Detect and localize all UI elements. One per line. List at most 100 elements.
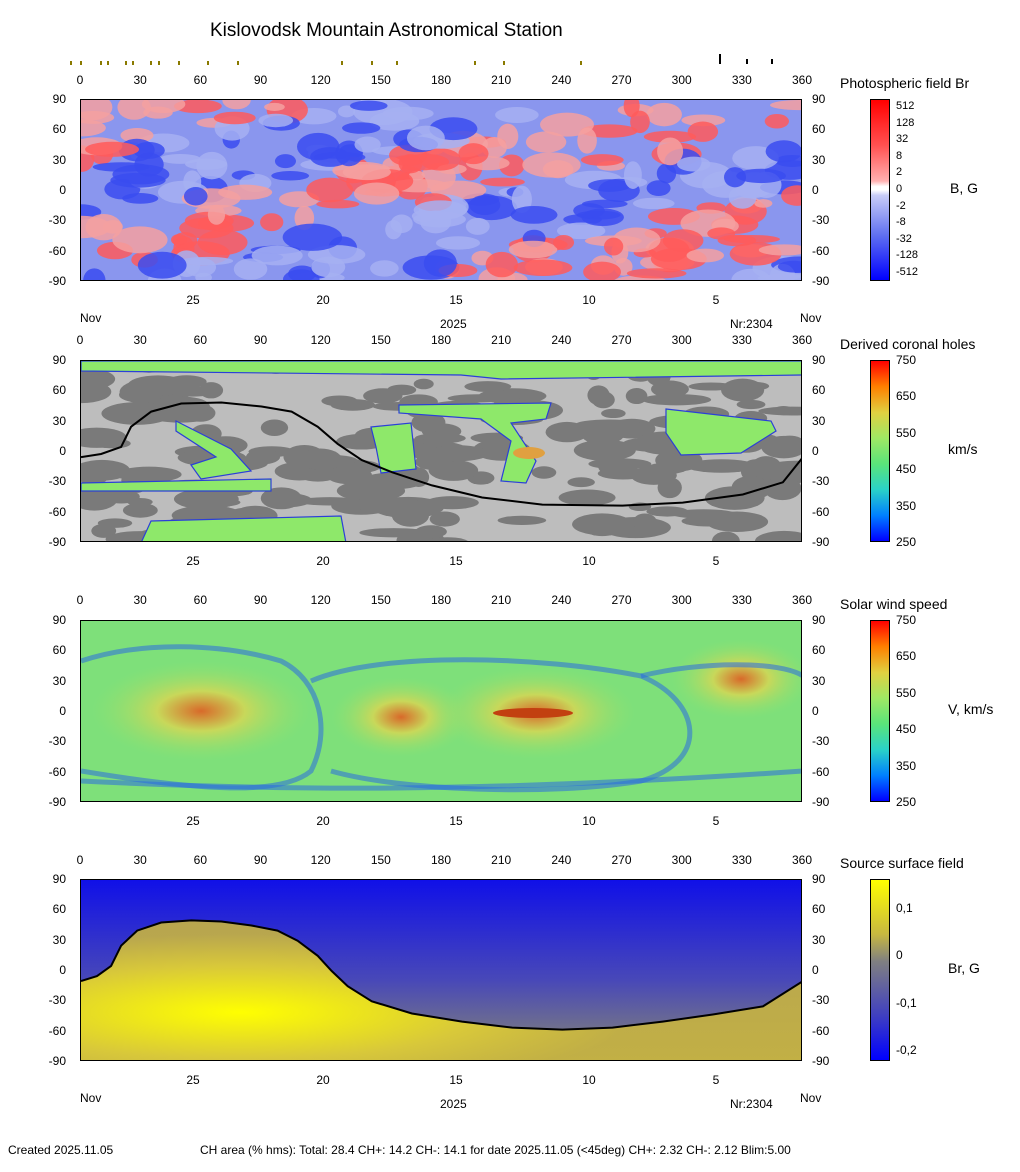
field-patch [173, 488, 239, 510]
latitude-tick-left: 0 [59, 963, 66, 977]
field-patch [497, 123, 519, 149]
field-patch [246, 449, 281, 465]
colorbar-tick-label: 0,1 [896, 901, 913, 916]
neutral-line [81, 401, 801, 507]
colorbar-tick-label: -128 [896, 249, 919, 262]
field-patch [770, 100, 801, 111]
field-patch [91, 523, 117, 538]
longitude-tick-label: 330 [731, 333, 752, 347]
field-patch [511, 185, 532, 214]
latitude-tick-right: -30 [812, 474, 830, 489]
latitude-tick-right: 90 [812, 872, 826, 886]
day-tick-label: 5 [712, 1073, 720, 1087]
colorbar-tick-label: 550 [896, 685, 917, 700]
latitude-tick-right: 90 [812, 613, 826, 627]
longitude-tick-label: 0 [76, 853, 84, 867]
field-patch [773, 405, 795, 416]
day-tick-label: 15 [449, 814, 463, 828]
field-patch [447, 394, 508, 403]
coronal-hole [141, 515, 347, 541]
latitude-tick-left: 0 [59, 183, 66, 197]
slow-wind-boundary [81, 768, 801, 791]
field-patch [657, 137, 684, 166]
marker-tick [158, 61, 160, 65]
field-patch [141, 100, 186, 114]
field-patch [429, 511, 460, 527]
field-patch [306, 177, 354, 203]
latitude-tick-right: 30 [812, 152, 826, 167]
latitude-tick-right: 30 [812, 932, 826, 947]
field-patch [510, 205, 558, 224]
latitude-tick-right: -60 [812, 504, 830, 519]
colorbar-tick-label: 0 [896, 948, 903, 963]
field-patch [427, 445, 489, 462]
heatmap-panel [80, 879, 802, 1061]
field-patch [342, 122, 381, 134]
field-patch [81, 119, 106, 137]
field-patch [359, 528, 428, 538]
latitude-tick-right: -30 [812, 734, 830, 749]
latitude-tick-right: -60 [812, 764, 830, 779]
longitude-tick-label: 360 [792, 853, 813, 867]
field-patch [687, 121, 719, 142]
field-patch [382, 106, 434, 121]
colorbar-tick-label: -32 [896, 232, 912, 245]
field-patch [122, 193, 159, 204]
latitude-tick-right: 60 [812, 643, 826, 658]
field-patch [558, 489, 616, 506]
field-patch [116, 466, 182, 483]
month-label-right: Nov [800, 1091, 822, 1105]
field-patch [81, 490, 129, 501]
field-patch [117, 100, 151, 120]
colorbar-tick-label: 450 [896, 462, 917, 477]
coronal-hole [398, 402, 552, 484]
field-patch [296, 497, 364, 506]
latitude-tick-left: 30 [52, 413, 66, 428]
field-patch [222, 100, 251, 110]
field-patch [508, 240, 558, 259]
latitude-tick-left: 30 [52, 152, 66, 167]
field-patch [480, 177, 525, 187]
longitude-tick-label: 0 [76, 593, 84, 607]
field-patch [435, 236, 481, 250]
rotation-number: Nr:2304 [730, 317, 773, 331]
observation-markers [70, 54, 773, 65]
longitude-tick-label: 210 [491, 853, 512, 867]
longitude-tick-label: 270 [611, 333, 632, 347]
field-patch [601, 408, 626, 419]
ch-area-summary: CH area (% hms): Total: 28.4 CH+: 14.2 C… [200, 1143, 791, 1157]
marker-tick-black [719, 54, 721, 64]
colorbar-tick-label: 350 [896, 758, 917, 773]
heatmap-svg [81, 100, 801, 280]
field-patch [349, 100, 388, 111]
coronal-hole [175, 420, 253, 480]
latitude-tick-right: -30 [812, 993, 830, 1008]
field-patch [641, 394, 712, 406]
field-patch [573, 439, 636, 461]
field-patch [685, 459, 757, 473]
marker-tick-black [746, 59, 748, 64]
coronal-hole [370, 422, 417, 474]
latitude-tick-left: -60 [48, 243, 66, 258]
longitude-tick-label: 330 [731, 73, 752, 87]
colorbar-tick-label: -0,2 [896, 1043, 917, 1058]
colorbar [870, 879, 890, 1061]
month-label-left: Nov [80, 311, 102, 325]
day-tick-label: 20 [316, 293, 330, 307]
marker-tick [237, 61, 239, 65]
colorbar-tick-label: 250 [896, 535, 917, 549]
day-tick-label: 25 [186, 293, 200, 307]
colorbar-tick-label: 450 [896, 722, 917, 737]
month-label-left: Nov [80, 1091, 102, 1105]
colorbar-unit: Br, G [948, 960, 980, 976]
field-patch [258, 113, 294, 128]
longitude-tick-label: 240 [551, 853, 572, 867]
fast-wind-core [513, 447, 545, 459]
latitude-tick-left: -60 [48, 504, 66, 519]
longitude-tick-label: 180 [431, 853, 452, 867]
field-patch [553, 234, 575, 251]
colorbar-unit: km/s [948, 441, 978, 457]
field-patch [763, 476, 801, 501]
heatmap-svg [81, 621, 801, 801]
field-patch [271, 171, 310, 181]
